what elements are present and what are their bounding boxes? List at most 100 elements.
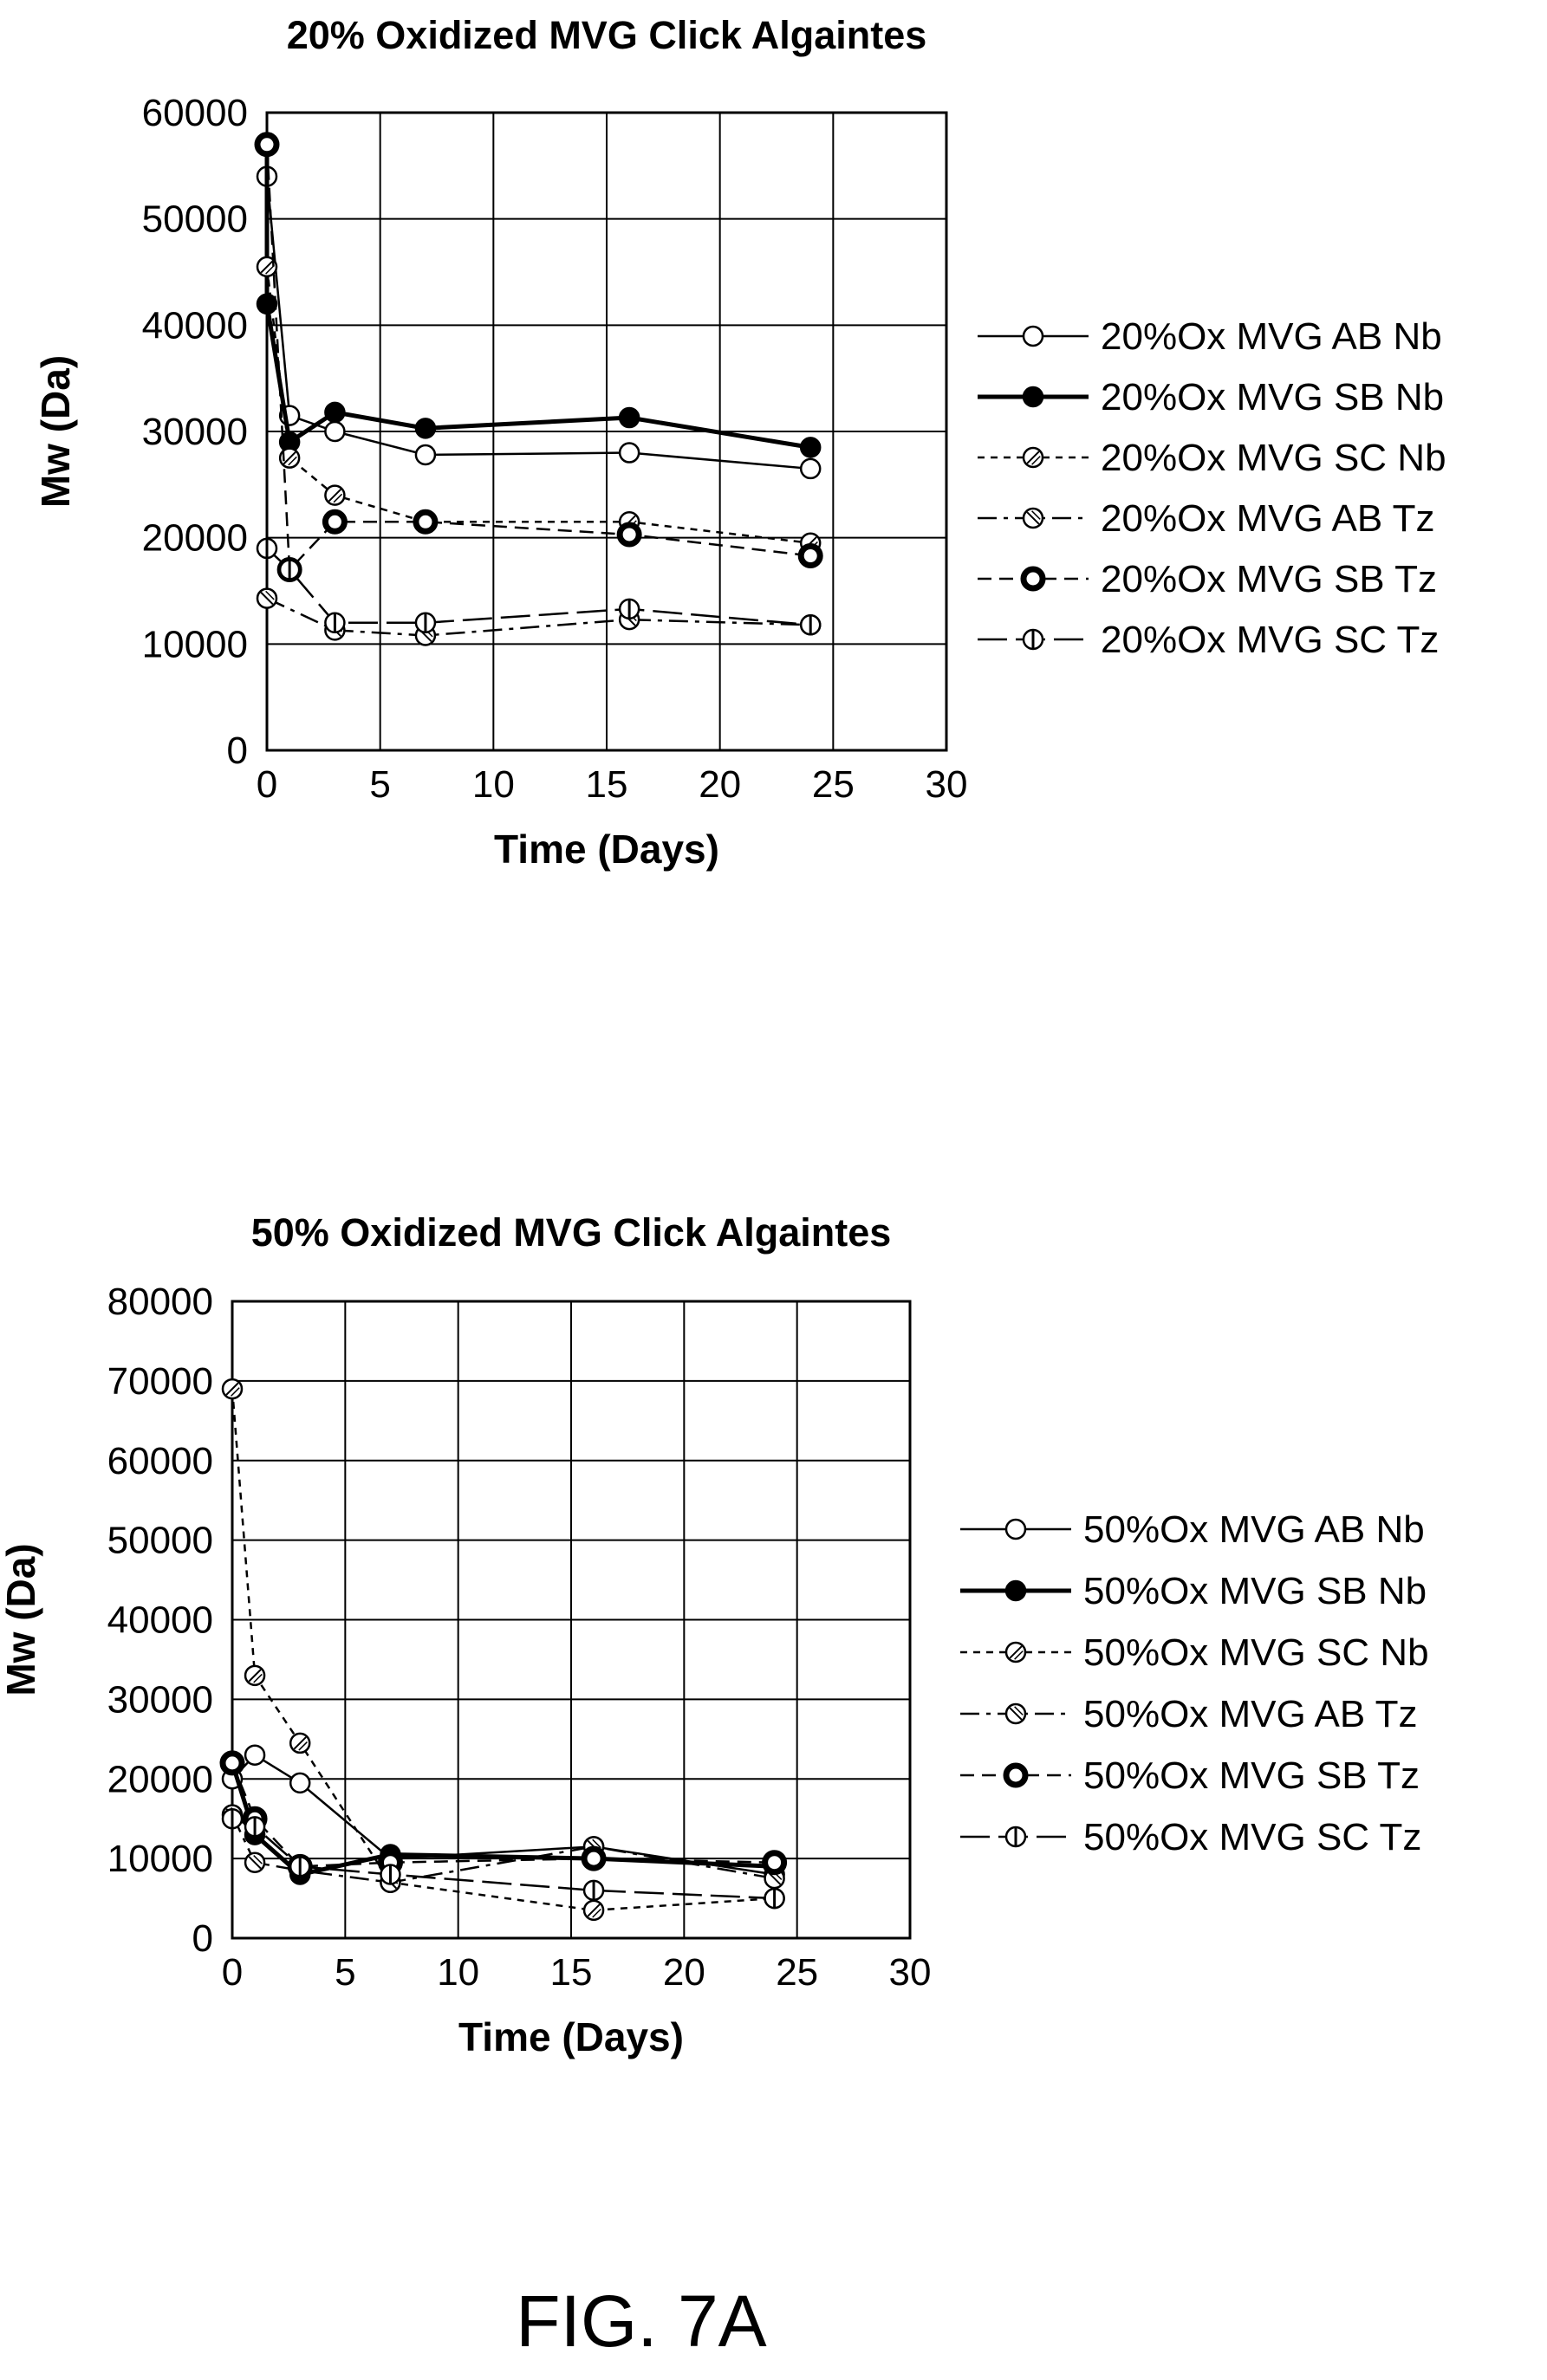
x-tick-label: 15 bbox=[550, 1951, 593, 1994]
legend-marker bbox=[1004, 1518, 1027, 1540]
x-tick-label: 20 bbox=[699, 763, 741, 806]
legend-label: 20%Ox MVG SC Nb bbox=[1101, 437, 1446, 479]
data-point bbox=[289, 1856, 311, 1877]
figure-label: FIG. 7A bbox=[516, 2280, 766, 2362]
legend-entry: 20%Ox MVG AB Nb bbox=[978, 315, 1442, 358]
y-tick-label: 10000 bbox=[142, 623, 248, 665]
legend-marker bbox=[1003, 1762, 1029, 1788]
legend-marker bbox=[1004, 1702, 1027, 1725]
series-line bbox=[264, 144, 811, 450]
data-point bbox=[221, 1378, 244, 1400]
legend-marker bbox=[1020, 566, 1046, 592]
data-point bbox=[256, 293, 278, 315]
data-point bbox=[256, 587, 278, 609]
series-line bbox=[265, 144, 811, 573]
data-point bbox=[324, 484, 346, 506]
data-point bbox=[324, 420, 346, 443]
data-point bbox=[618, 598, 640, 620]
x-axis-label: Time (Days) bbox=[494, 827, 719, 872]
charts-layer: 20% Oxidized MVG Click Algaintes 0 5 10 15 20… bbox=[0, 13, 1446, 2059]
x-tick-label: 30 bbox=[889, 1951, 932, 1994]
legend-marker bbox=[1022, 386, 1044, 408]
data-point bbox=[799, 457, 822, 480]
x-tick-label: 25 bbox=[812, 763, 855, 806]
legend-label: 20%Ox MVG SC Tz bbox=[1101, 619, 1439, 661]
data-point bbox=[244, 1664, 266, 1687]
data-point bbox=[764, 1887, 785, 1910]
series-line bbox=[266, 548, 811, 626]
y-tick-label: 50000 bbox=[142, 198, 248, 241]
data-point bbox=[244, 1816, 266, 1838]
data-point bbox=[581, 1845, 607, 1871]
y-axis-label: Mw (Da) bbox=[0, 1543, 43, 1696]
y-tick-label: 80000 bbox=[107, 1281, 213, 1323]
data-point bbox=[616, 522, 642, 548]
legend-label: 50%Ox MVG AB Nb bbox=[1083, 1508, 1425, 1551]
data-point bbox=[799, 614, 822, 636]
data-point bbox=[762, 1850, 788, 1876]
data-point bbox=[413, 509, 439, 535]
x-tick-label: 5 bbox=[369, 763, 390, 806]
chart-title: 20% Oxidized MVG Click Algaintes bbox=[287, 13, 927, 57]
legend-label: 20%Ox MVG SB Nb bbox=[1101, 376, 1444, 418]
chart-title: 50% Oxidized MVG Click Algaintes bbox=[251, 1210, 892, 1255]
y-tick-label: 30000 bbox=[142, 411, 248, 453]
y-axis-label: Mw (Da) bbox=[33, 355, 78, 508]
legend-entry: 50%Ox MVG SB Tz bbox=[960, 1754, 1420, 1797]
y-tick-label: 20000 bbox=[107, 1758, 213, 1800]
legend-label: 50%Ox MVG SC Nb bbox=[1083, 1631, 1429, 1674]
series-line bbox=[231, 1388, 775, 1912]
legend-marker bbox=[1022, 507, 1044, 529]
data-point bbox=[278, 559, 301, 580]
x-tick-label: 10 bbox=[472, 763, 515, 806]
data-point bbox=[414, 444, 437, 466]
plot-frame bbox=[265, 111, 948, 752]
legend-marker bbox=[1004, 1826, 1027, 1848]
data-point bbox=[618, 406, 640, 429]
legend-entry: 20%Ox MVG AB Tz bbox=[978, 497, 1435, 540]
x-tick-label: 5 bbox=[335, 1951, 355, 1994]
x-tick-label: 20 bbox=[663, 1951, 705, 1994]
data-point bbox=[582, 1879, 605, 1902]
y-tick-label: 0 bbox=[192, 1917, 213, 1960]
y-tick-label: 60000 bbox=[107, 1440, 213, 1482]
legend-label: 20%Ox MVG SB Tz bbox=[1101, 558, 1437, 600]
data-point bbox=[254, 132, 280, 158]
x-tick-label: 15 bbox=[586, 763, 628, 806]
data-point bbox=[244, 1851, 266, 1873]
y-tick-label: 10000 bbox=[107, 1838, 213, 1880]
data-point bbox=[324, 401, 346, 424]
legend-label: 50%Ox MVG SB Tz bbox=[1083, 1754, 1420, 1797]
x-axis-label: Time (Days) bbox=[458, 2014, 684, 2059]
series-6 bbox=[221, 1807, 785, 1910]
data-point bbox=[289, 1772, 311, 1794]
data-point bbox=[618, 442, 640, 464]
y-tick-label: 40000 bbox=[107, 1599, 213, 1642]
data-point bbox=[324, 612, 346, 634]
x-tick-label: 30 bbox=[926, 763, 968, 806]
legend-label: 20%Ox MVG AB Tz bbox=[1101, 497, 1435, 540]
legend-label: 50%Ox MVG SC Tz bbox=[1083, 1816, 1421, 1858]
data-point bbox=[414, 612, 437, 634]
legend-entry: 50%Ox MVG AB Nb bbox=[960, 1508, 1425, 1551]
data-point bbox=[289, 1732, 311, 1754]
series-6 bbox=[256, 537, 822, 636]
y-tick-label: 40000 bbox=[142, 304, 248, 347]
legend-marker bbox=[1004, 1641, 1027, 1663]
y-tick-label: 20000 bbox=[142, 517, 248, 560]
legend-marker bbox=[1022, 325, 1044, 347]
legend-entry: 20%Ox MVG SC Tz bbox=[978, 619, 1439, 661]
legend-label: 20%Ox MVG AB Nb bbox=[1101, 315, 1442, 358]
legend-label: 50%Ox MVG SB Nb bbox=[1083, 1570, 1427, 1612]
y-tick-label: 30000 bbox=[107, 1678, 213, 1721]
x-tick-label: 10 bbox=[437, 1951, 479, 1994]
series-line bbox=[231, 1814, 775, 1884]
legend-entry: 50%Ox MVG AB Tz bbox=[960, 1693, 1418, 1735]
series-line bbox=[265, 266, 811, 545]
data-point bbox=[582, 1899, 605, 1922]
data-point bbox=[256, 256, 278, 278]
legend-marker bbox=[1022, 446, 1044, 469]
legend-marker bbox=[1004, 1579, 1027, 1602]
chart-2: 50% Oxidized MVG Click Algaintes 0 5 10 15 20… bbox=[0, 1210, 1429, 2059]
